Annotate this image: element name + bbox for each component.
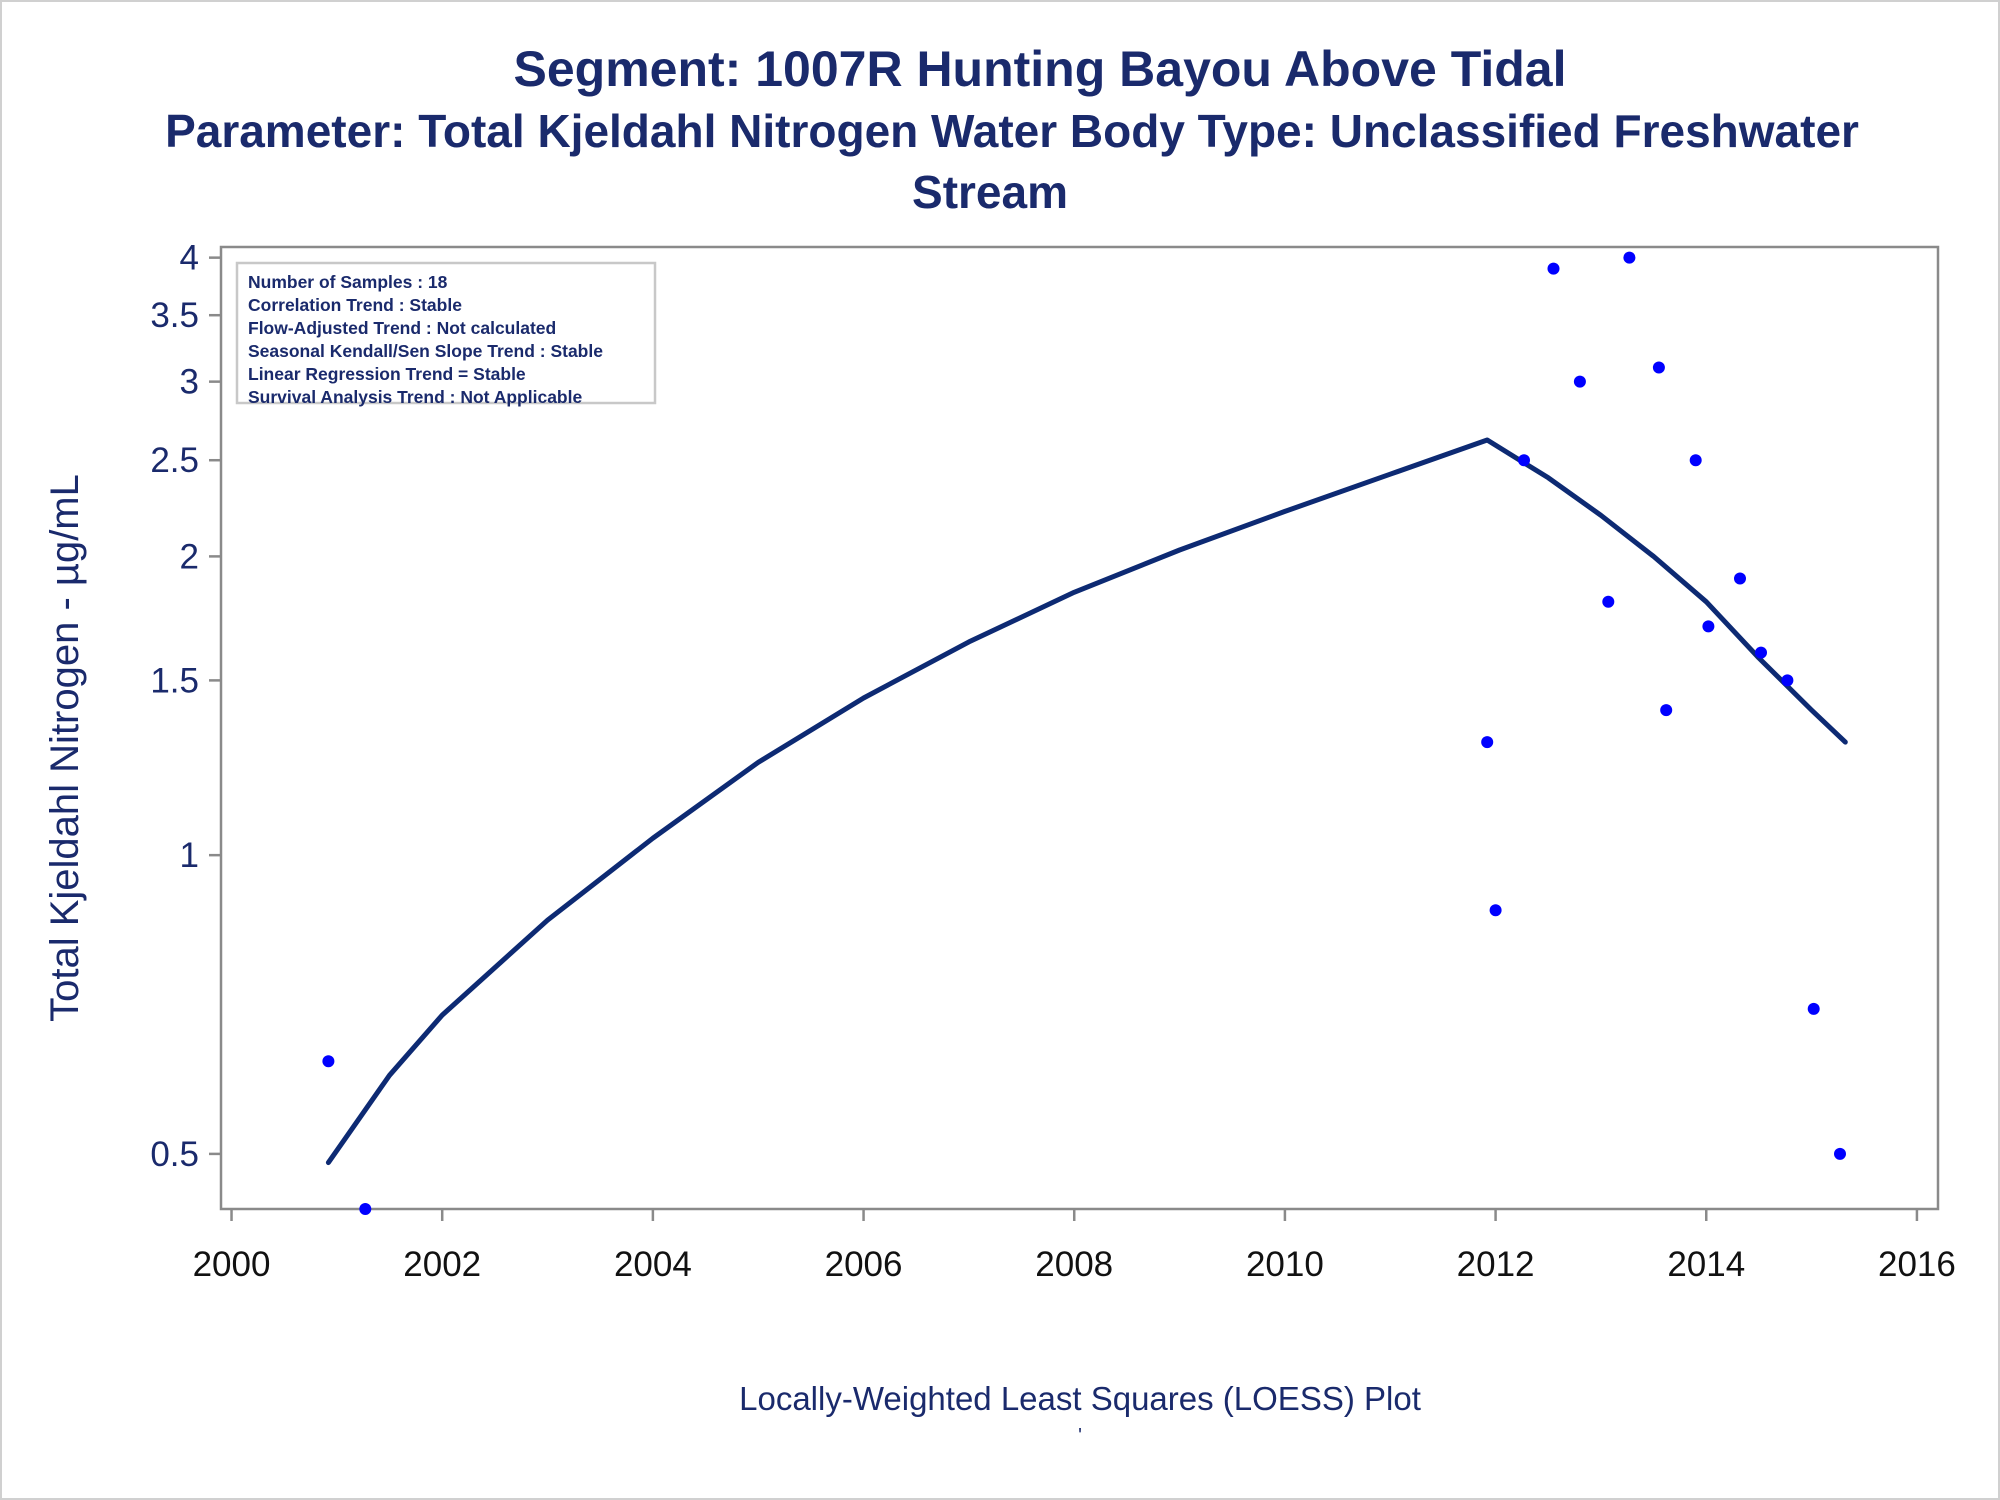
data-point xyxy=(1660,704,1673,717)
x-tick-label: 2016 xyxy=(1878,1245,1956,1284)
data-points-layer xyxy=(322,251,1846,1215)
stats-box-line: Linear Regression Trend = Stable xyxy=(248,364,526,384)
chart-subtitle-continued: Stream xyxy=(912,166,1068,218)
data-point xyxy=(1807,1002,1820,1015)
y-tick-label: 3.5 xyxy=(150,296,199,335)
y-tick-label: 0.5 xyxy=(150,1135,199,1174)
data-point xyxy=(1481,736,1494,749)
stats-box-line: Number of Samples : 18 xyxy=(248,272,448,292)
data-point xyxy=(1489,904,1502,917)
footnote-mark: ' xyxy=(1078,1425,1082,1447)
stats-box: Number of Samples : 18 Correlation Trend … xyxy=(235,261,657,407)
data-point xyxy=(1547,262,1560,275)
data-point xyxy=(1781,674,1794,687)
y-tick-label: 2 xyxy=(180,537,199,576)
stats-box-border xyxy=(235,261,657,405)
data-point xyxy=(1623,251,1636,264)
chart-title: Segment: 1007R Hunting Bayou Above Tidal xyxy=(513,41,1567,97)
y-tick-label: 4 xyxy=(180,239,199,278)
x-tick-label: 2010 xyxy=(1246,1245,1324,1284)
data-point xyxy=(322,1055,335,1068)
data-point xyxy=(1602,595,1615,608)
data-point xyxy=(1652,361,1665,374)
x-tick-label: 2004 xyxy=(614,1245,692,1284)
chart-subtitle: Parameter: Total Kjeldahl Nitrogen Water… xyxy=(165,105,1859,157)
plot-footnote: Locally-Weighted Least Squares (LOESS) P… xyxy=(739,1380,1421,1417)
data-point xyxy=(1734,572,1746,585)
x-tick-label: 2006 xyxy=(825,1245,903,1284)
data-point xyxy=(1834,1147,1846,1160)
data-point xyxy=(1518,454,1530,467)
y-tick-label: 2.5 xyxy=(150,441,199,480)
y-axis-label: Total Kjeldahl Nitrogen - µg/mL xyxy=(43,474,87,1022)
x-tick-label: 2008 xyxy=(1035,1245,1113,1284)
y-tick-label: 1.5 xyxy=(150,661,199,700)
data-point xyxy=(1755,646,1767,659)
y-tick-label: 1 xyxy=(180,836,199,875)
x-tick-label: 2014 xyxy=(1667,1245,1745,1284)
x-tick-label: 2002 xyxy=(403,1245,481,1284)
loess-curve xyxy=(325,437,1848,1166)
data-point xyxy=(1702,620,1715,633)
data-point xyxy=(1689,454,1702,467)
loess-curve-layer xyxy=(325,437,1848,1166)
data-point xyxy=(1573,375,1586,388)
stats-box-line: Flow-Adjusted Trend : Not calculated xyxy=(248,318,556,338)
plot-border xyxy=(219,245,1940,1211)
stats-box-line: Correlation Trend : Stable xyxy=(248,295,462,315)
stats-box-line: Seasonal Kendall/Sen Slope Trend : Stabl… xyxy=(248,341,603,361)
x-tick-label: 2012 xyxy=(1457,1245,1535,1284)
stats-box-line: Survival Analysis Trend : Not Applicable xyxy=(248,387,582,407)
axes: 2000 2002 2004 2006 2008 2010 2012 2014 2016 0.5 1… xyxy=(43,239,1956,1284)
x-tick-label: 2000 xyxy=(193,1245,271,1284)
data-point xyxy=(359,1203,372,1215)
y-tick-label: 3 xyxy=(180,363,199,402)
